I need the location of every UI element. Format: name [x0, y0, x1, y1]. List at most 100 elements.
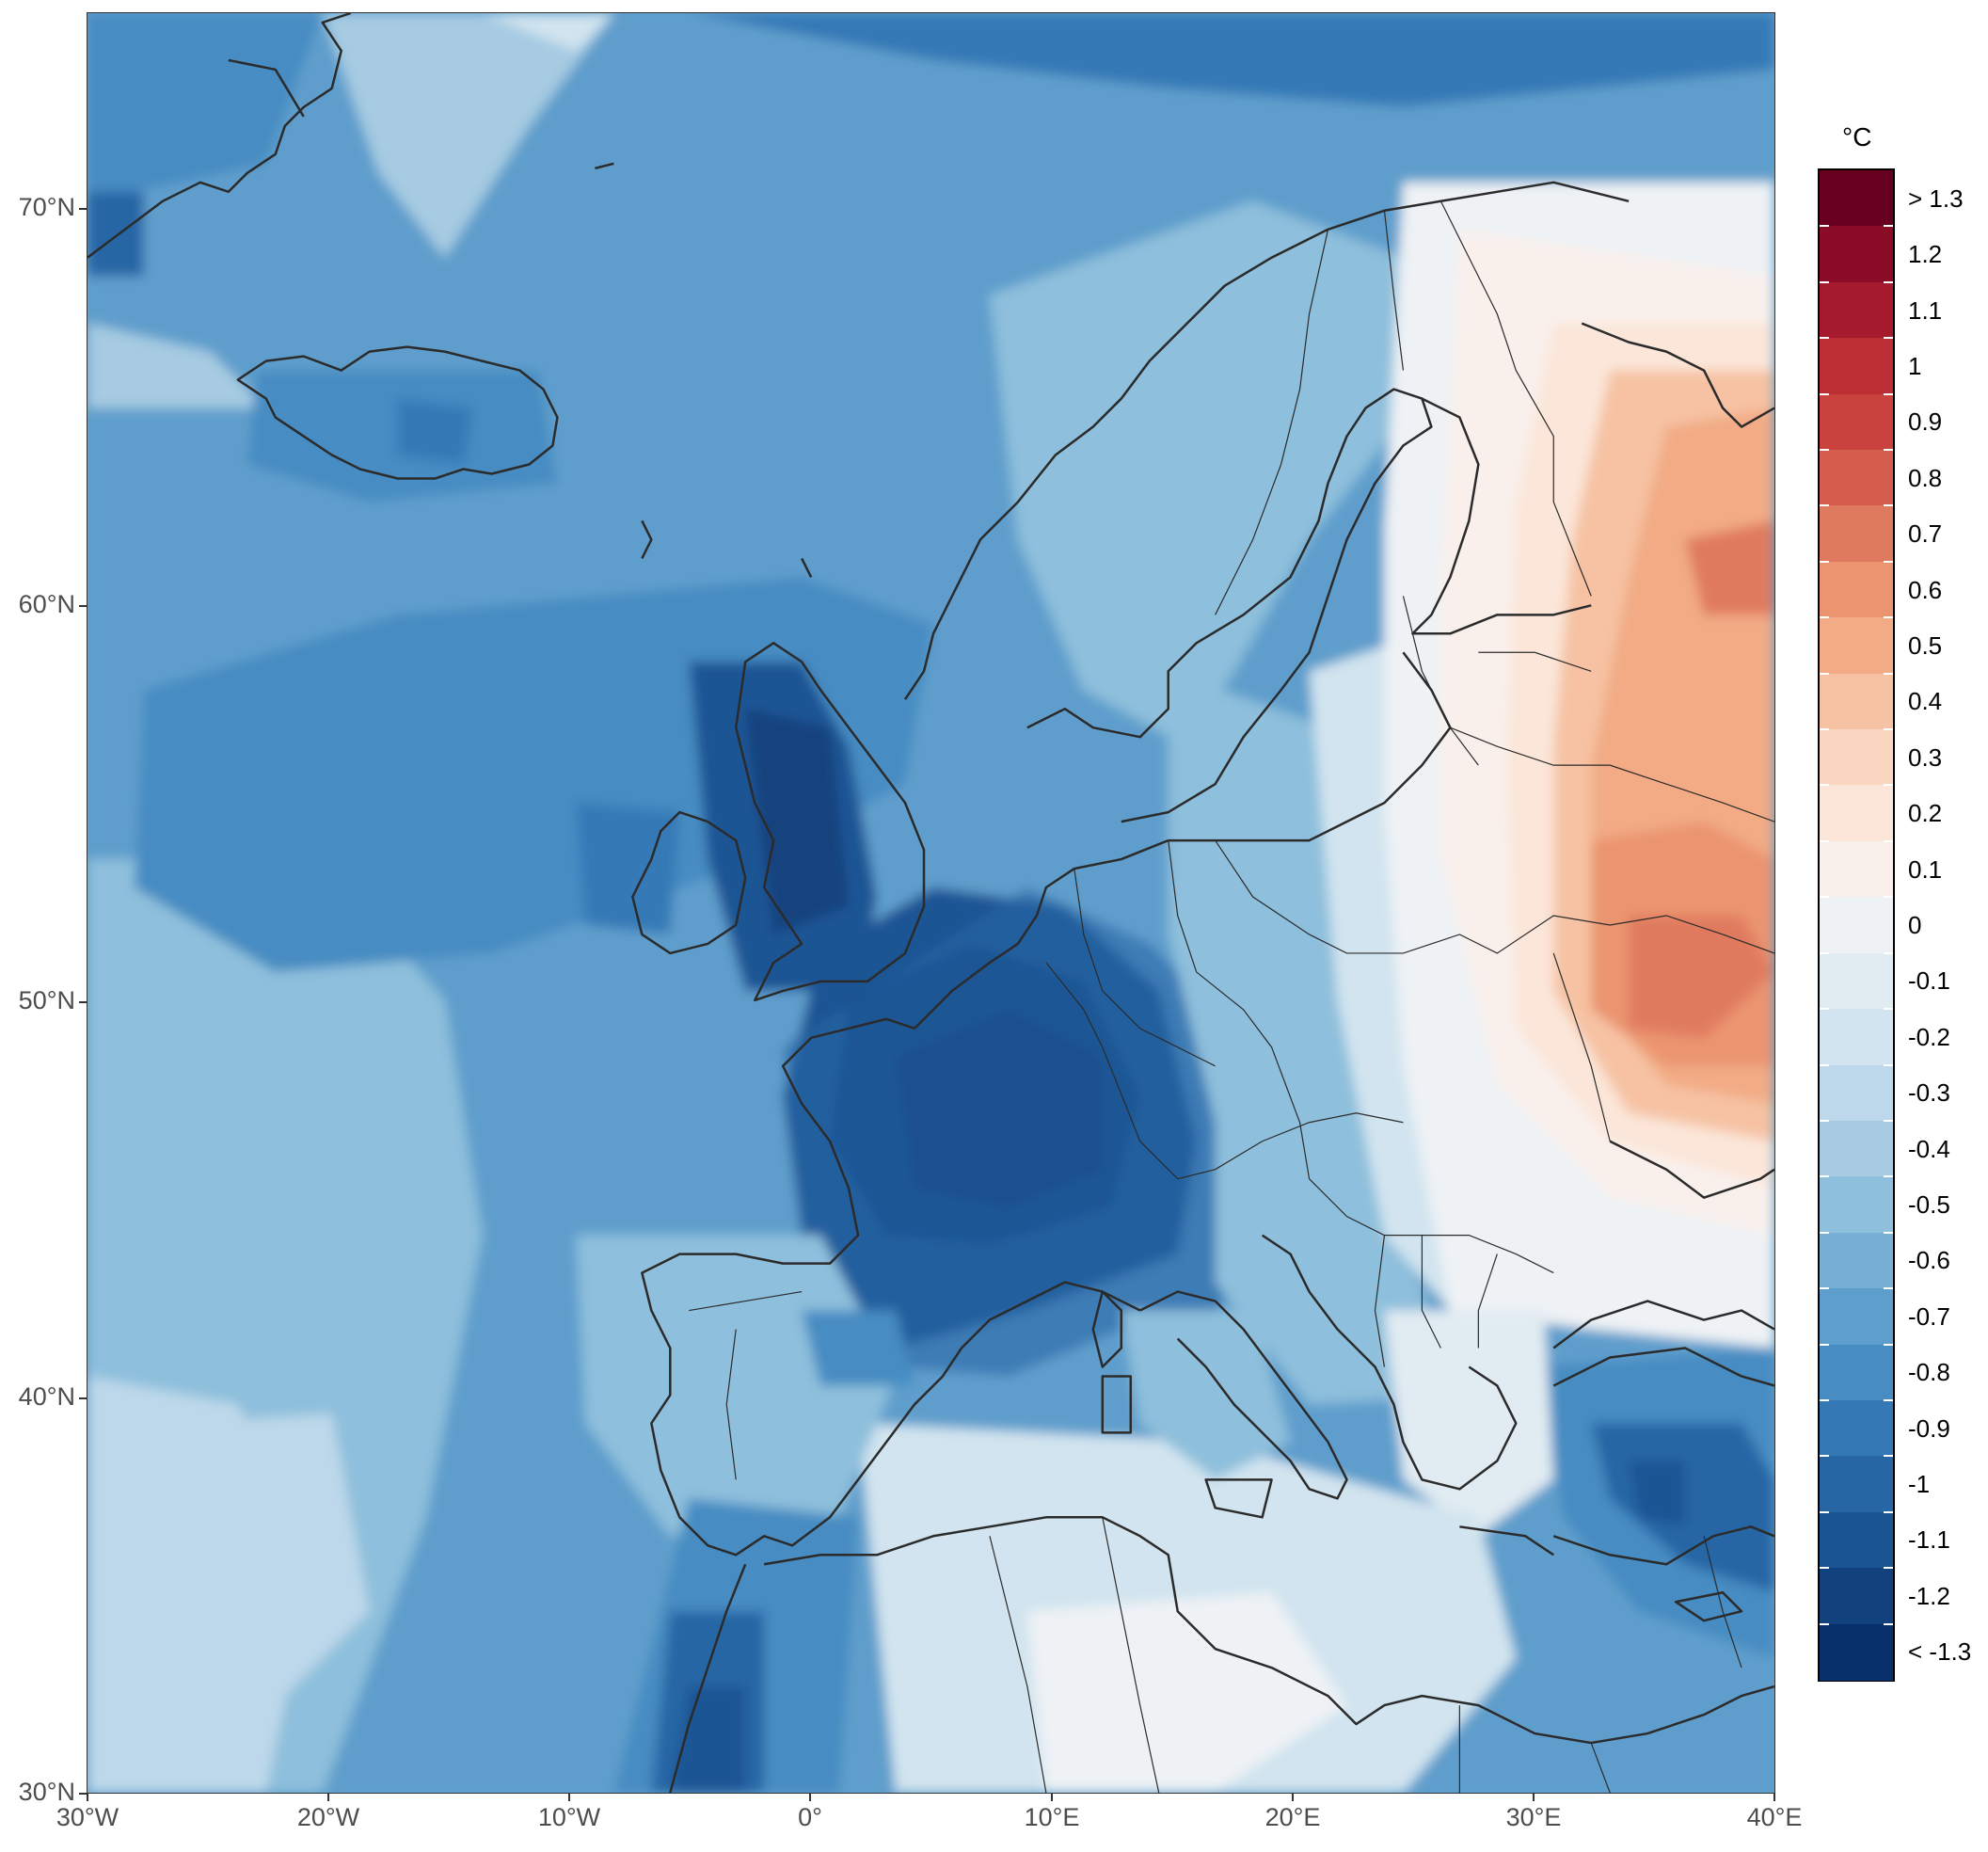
- legend-swatch: [1820, 785, 1893, 842]
- legend-swatch: [1820, 1511, 1893, 1569]
- legend-tick: [1884, 951, 1893, 954]
- legend-tick: [1884, 1008, 1893, 1011]
- legend-tick: [1820, 1343, 1829, 1346]
- coastlines: [87, 13, 1774, 1793]
- legend-tick: [1820, 839, 1829, 842]
- legend-label: -0.5: [1908, 1190, 1950, 1220]
- legend-swatch: [1820, 450, 1893, 507]
- xtick-label-30e: 30°E: [1505, 1803, 1562, 1831]
- legend-tick: [1884, 1287, 1893, 1290]
- legend-label: -0.1: [1908, 966, 1950, 996]
- ytick-label-50n: 50°N: [18, 986, 75, 1014]
- legend-tick: [1820, 616, 1829, 619]
- xtick-mark-20e: [1292, 1794, 1294, 1801]
- xtick-label-20e: 20°E: [1264, 1803, 1321, 1831]
- legend-tick: [1884, 560, 1893, 563]
- legend-tick: [1820, 449, 1829, 452]
- legend-swatch: [1820, 1623, 1893, 1681]
- legend-swatch: [1820, 1176, 1893, 1234]
- legend-tick: [1820, 951, 1829, 954]
- legend-swatch: [1820, 1120, 1893, 1177]
- legend-label: 0.8: [1908, 463, 1943, 492]
- legend-tick: [1820, 728, 1829, 731]
- legend-tick: [1820, 560, 1829, 563]
- xtick-label-40e: 40°E: [1746, 1803, 1803, 1831]
- map-panel: [87, 12, 1775, 1794]
- xtick-mark-20w: [327, 1794, 329, 1801]
- legend-colorbar: [1818, 168, 1895, 1682]
- legend-tick: [1884, 728, 1893, 731]
- legend-swatch: [1820, 1288, 1893, 1346]
- legend-tick: [1820, 1287, 1829, 1290]
- legend-swatch: [1820, 729, 1893, 787]
- legend-tick: [1884, 1455, 1893, 1458]
- legend-label: 0.2: [1908, 799, 1943, 828]
- legend-label: -1: [1908, 1470, 1931, 1499]
- legend-label: < -1.3: [1908, 1637, 1972, 1667]
- legend-tick: [1884, 1175, 1893, 1178]
- legend-tick: [1884, 839, 1893, 842]
- xtick-label-10e: 10°E: [1024, 1803, 1080, 1831]
- legend-label: 1: [1908, 351, 1922, 380]
- legend-label: 0.5: [1908, 631, 1943, 660]
- legend-tick: [1820, 504, 1829, 507]
- ytick-label-60n: 60°N: [18, 590, 75, 618]
- legend-tick: [1884, 1231, 1893, 1234]
- legend-label: -1.1: [1908, 1525, 1950, 1555]
- legend-swatch: [1820, 1344, 1893, 1401]
- legend-tick: [1884, 280, 1893, 283]
- legend-tick: [1884, 784, 1893, 787]
- country-borders: [689, 200, 1774, 1793]
- legend-tick: [1884, 337, 1893, 340]
- legend-tick: [1820, 1063, 1829, 1066]
- legend-label: -0.9: [1908, 1413, 1950, 1443]
- legend-tick: [1820, 280, 1829, 283]
- legend-tick: [1884, 1510, 1893, 1513]
- xtick-label-10w: 10°W: [537, 1803, 601, 1831]
- legend-label: -0.3: [1908, 1078, 1950, 1108]
- ytick-mark-30: [79, 1793, 87, 1795]
- legend-tick: [1884, 1622, 1893, 1625]
- legend-swatch: [1820, 952, 1893, 1010]
- legend-tick: [1820, 1175, 1829, 1178]
- legend-tick: [1884, 1119, 1893, 1122]
- legend-swatch: [1820, 1064, 1893, 1122]
- legend-swatch: [1820, 673, 1893, 730]
- xtick-label-30w: 30°W: [56, 1803, 119, 1831]
- legend-tick: [1820, 1398, 1829, 1401]
- legend-label: > 1.3: [1908, 184, 1964, 213]
- ytick-mark-50: [79, 1001, 87, 1003]
- legend-swatch: [1820, 1232, 1893, 1289]
- legend-tick: [1820, 392, 1829, 395]
- legend-tick: [1884, 392, 1893, 395]
- legend-label: 0.9: [1908, 407, 1943, 437]
- ytick-label-30n: 30°N: [18, 1778, 75, 1806]
- legend-tick: [1820, 1510, 1829, 1513]
- legend-label: 0.1: [1908, 854, 1943, 884]
- legend-tick: [1884, 1567, 1893, 1570]
- legend-swatch: [1820, 338, 1893, 395]
- legend-swatch: [1820, 1568, 1893, 1625]
- xtick-mark-30w: [87, 1794, 88, 1801]
- legend-tick: [1884, 1343, 1893, 1346]
- legend-swatch: [1820, 505, 1893, 563]
- legend-swatch: [1820, 170, 1893, 227]
- legend-label: -0.7: [1908, 1301, 1950, 1331]
- legend-tick: [1820, 225, 1829, 228]
- legend-tick: [1820, 1455, 1829, 1458]
- ytick-label-70n: 70°N: [18, 193, 75, 221]
- legend-tick: [1884, 1398, 1893, 1401]
- ytick-mark-70: [79, 208, 87, 210]
- legend-label: -0.6: [1908, 1246, 1950, 1275]
- legend-swatch: [1820, 226, 1893, 283]
- legend-swatch: [1820, 840, 1893, 898]
- legend-label: 0.3: [1908, 742, 1943, 772]
- legend-tick: [1820, 1231, 1829, 1234]
- legend-swatch: [1820, 281, 1893, 339]
- legend-label: 0.4: [1908, 687, 1943, 716]
- legend-tick: [1884, 896, 1893, 899]
- legend-swatch: [1820, 1009, 1893, 1066]
- xtick-mark-40e: [1773, 1794, 1775, 1801]
- legend-tick: [1884, 504, 1893, 507]
- xtick-mark-10e: [1051, 1794, 1053, 1801]
